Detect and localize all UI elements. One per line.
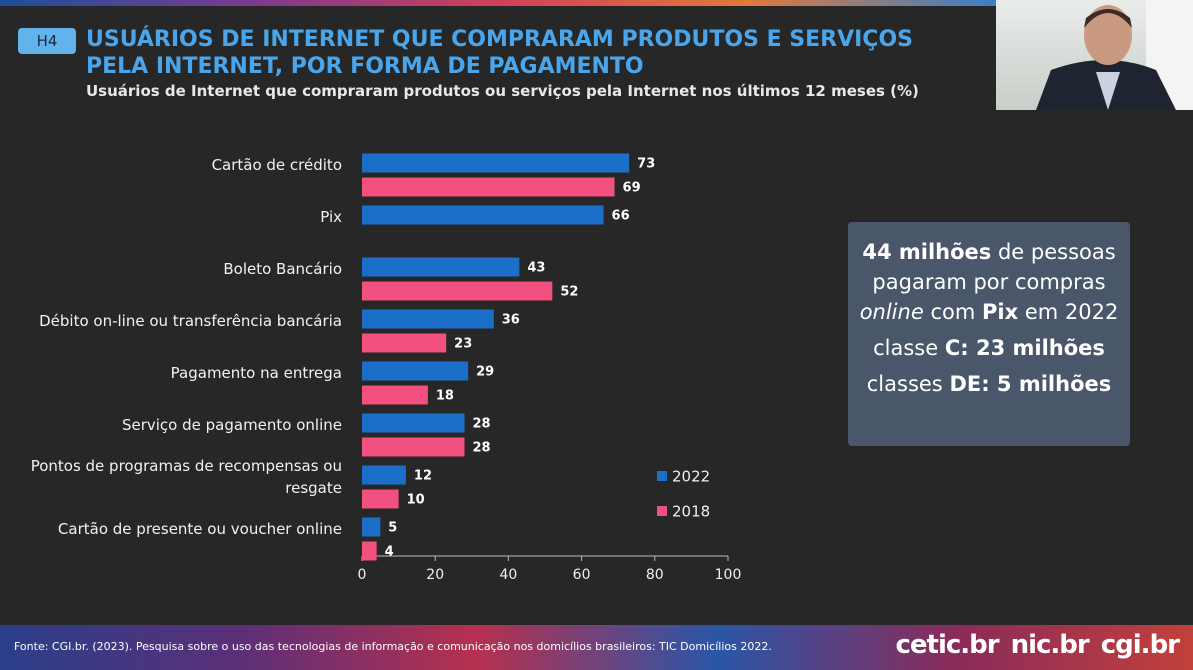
bar — [362, 385, 428, 405]
logo: nic.br — [1010, 630, 1090, 660]
callout-line: classes DE: 5 milhões — [848, 369, 1130, 399]
callout-headline: 44 milhões de pessoas pagaram por compra… — [848, 237, 1130, 327]
legend-swatch — [657, 506, 667, 516]
legend-label: 2018 — [672, 503, 710, 521]
chart-subtitle: Usuários de Internet que compraram produ… — [86, 82, 919, 100]
bar — [362, 541, 377, 561]
value-label: 69 — [623, 181, 641, 196]
callout-text: de pessoas pagaram por compras — [872, 240, 1116, 294]
callout-text: online — [859, 300, 924, 324]
bar — [362, 489, 399, 509]
bar — [362, 281, 553, 301]
value-label: 18 — [436, 389, 454, 404]
x-tick-label: 20 — [426, 567, 444, 583]
bar — [362, 309, 494, 329]
callout-line: classe C: 23 milhões — [848, 333, 1130, 363]
value-label: 12 — [414, 469, 432, 484]
value-label: 73 — [637, 157, 655, 172]
value-label: 66 — [612, 209, 630, 224]
value-label: 5 — [388, 521, 397, 536]
category-label: Pontos de programas de recompensas ou re… — [30, 457, 342, 497]
legend-label: 2022 — [672, 468, 710, 486]
callout-text: classes — [866, 372, 943, 396]
category-label: Pagamento na entrega — [170, 364, 342, 382]
category-label: Boleto Bancário — [223, 260, 342, 278]
value-label: 10 — [407, 493, 425, 508]
bar — [362, 205, 604, 225]
bar — [362, 153, 630, 173]
value-label: 23 — [454, 337, 472, 352]
x-tick-label: 100 — [715, 567, 742, 583]
bar — [362, 361, 469, 381]
callout-text: C: 23 milhões — [944, 336, 1105, 360]
value-label: 28 — [472, 441, 490, 456]
badge: H4 — [18, 28, 76, 54]
bar — [362, 333, 447, 353]
bar — [362, 465, 406, 485]
callout-text: com — [930, 300, 976, 324]
logos: cetic.br nic.br cgi.br — [883, 630, 1180, 660]
bar — [362, 517, 381, 537]
bar — [362, 413, 465, 433]
top-stripe — [0, 0, 996, 6]
bar — [362, 437, 465, 457]
shirt — [1096, 72, 1120, 110]
value-label: 28 — [472, 417, 490, 432]
webcam — [996, 0, 1193, 110]
category-label: Cartão de crédito — [211, 156, 342, 174]
callout-text: Pix — [981, 300, 1019, 324]
bar — [362, 177, 615, 197]
head — [1084, 5, 1132, 65]
x-tick-label: 0 — [358, 567, 367, 583]
legend-swatch — [657, 471, 667, 481]
callout-text: 44 milhões — [862, 240, 992, 264]
category-label: Serviço de pagamento online — [121, 416, 342, 434]
category-label: Cartão de presente ou voucher online — [57, 520, 342, 538]
source-note: Fonte: CGI.br. (2023). Pesquisa sobre o … — [14, 640, 772, 653]
value-label: 52 — [560, 285, 578, 300]
hair — [1084, 9, 1132, 28]
x-tick-label: 60 — [573, 567, 591, 583]
value-label: 43 — [527, 261, 545, 276]
category-label: Pix — [320, 208, 342, 226]
footer-band — [0, 625, 1193, 670]
bar — [362, 257, 520, 277]
callout: 44 milhões de pessoas pagaram por compra… — [848, 222, 1130, 446]
category-label: Débito on-line ou transferência bancária — [39, 312, 342, 330]
callout-text: em 2022 — [1024, 300, 1119, 324]
logo: cgi.br — [1100, 630, 1180, 660]
callout-text: classe — [873, 336, 939, 360]
callout-text: DE: 5 milhões — [949, 372, 1112, 396]
chart-title: USUÁRIOS DE INTERNET QUE COMPRARAM PRODU… — [86, 27, 913, 79]
logo: cetic.br — [895, 630, 999, 660]
value-label: 29 — [476, 365, 494, 380]
x-tick-label: 80 — [646, 567, 664, 583]
value-label: 4 — [385, 545, 394, 560]
webcam-figure — [1036, 0, 1193, 110]
value-label: 36 — [502, 313, 520, 328]
x-tick-label: 40 — [499, 567, 517, 583]
